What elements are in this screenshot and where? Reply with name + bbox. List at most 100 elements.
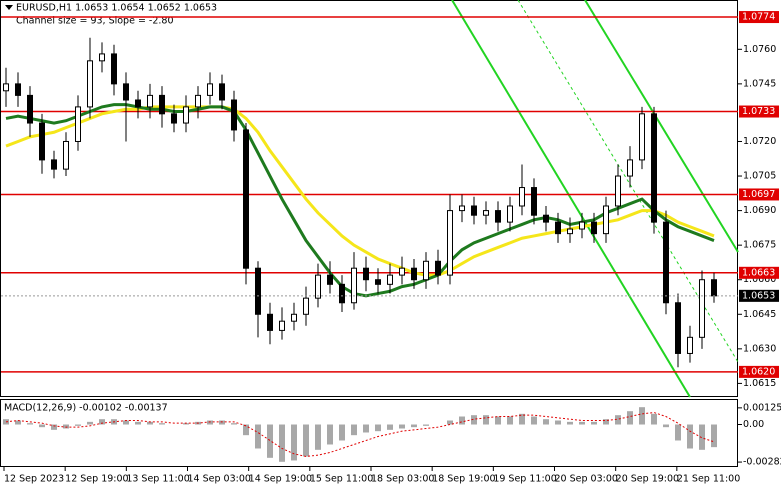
candle-body	[711, 279, 717, 297]
macd-bar	[207, 420, 213, 425]
y-tick-label: 1.0720	[743, 136, 776, 147]
candle-body	[603, 205, 609, 235]
macd-bar	[303, 424, 309, 457]
candle-body	[363, 267, 369, 281]
current-price-label: 1.0653	[742, 290, 775, 301]
candle-body	[459, 205, 465, 212]
level-label-box	[739, 105, 779, 118]
macd-bar	[51, 424, 57, 430]
macd-bar	[567, 421, 573, 425]
macd-bar	[519, 413, 525, 425]
candle-body	[327, 274, 333, 285]
y-tick-label: 1.0705	[743, 171, 776, 182]
macd-bar	[711, 424, 717, 448]
y-tick-label: 1.0760	[743, 44, 776, 55]
macd-bar	[123, 420, 129, 425]
x-tick-label: 21 Sep 11:00	[677, 474, 740, 485]
candle-body	[639, 113, 645, 161]
macd-bar	[339, 424, 345, 441]
candle-body	[51, 159, 57, 170]
macd-bar	[447, 420, 453, 425]
macd-bar	[459, 416, 465, 425]
macd-bar	[147, 421, 153, 425]
moving-average	[5, 103, 715, 298]
macd-bar	[363, 424, 369, 433]
macd-bar	[495, 416, 501, 425]
candle-body	[663, 221, 669, 304]
level-label-box	[739, 266, 779, 279]
chart-title: EURUSD,H1 1.0653 1.0654 1.0652 1.0653	[16, 3, 217, 14]
candle-body	[435, 260, 441, 276]
macd-bar	[699, 424, 705, 450]
x-tick-label: 14 Sep 19:00	[249, 474, 312, 485]
current-price-box	[739, 289, 779, 302]
candle-body	[675, 302, 681, 354]
macd-bar	[183, 423, 189, 425]
channel-line	[451, 0, 691, 398]
macd-bar	[411, 424, 417, 428]
macd-bar	[63, 424, 69, 429]
x-tick-label: 14 Sep 03:00	[188, 474, 251, 485]
candle-body	[243, 129, 249, 269]
x-tick-label: 12 Sep 2023	[4, 474, 64, 485]
macd-bar	[375, 424, 381, 432]
candle-body	[231, 99, 237, 131]
candle-body	[207, 83, 213, 96]
candle-body	[519, 187, 525, 207]
candle-body	[507, 205, 513, 223]
candle-body	[699, 279, 705, 338]
candle-body	[147, 94, 153, 108]
level-label: 1.0697	[742, 189, 775, 200]
candle-body	[303, 297, 309, 315]
candle-body	[411, 267, 417, 281]
level-label-box	[739, 11, 779, 24]
candle-body	[651, 113, 657, 223]
candle-body	[447, 210, 453, 276]
y-tick-label: 1.0660	[743, 274, 776, 285]
macd-bar	[471, 415, 477, 425]
macd-bar	[687, 424, 693, 449]
macd-bar	[219, 420, 225, 425]
candle-body	[315, 274, 321, 299]
macd-bar	[639, 407, 645, 425]
candle-body	[171, 113, 177, 124]
macd-signal	[5, 412, 715, 457]
level-label: 1.0663	[742, 267, 775, 278]
macd-bar	[255, 424, 261, 449]
candle-body	[99, 53, 105, 62]
candle-body	[423, 260, 429, 281]
macd-bar	[615, 415, 621, 425]
candle-body	[543, 214, 549, 223]
candle-body	[75, 106, 81, 142]
candle-body	[339, 283, 345, 304]
candle-body	[399, 267, 405, 276]
macd-bar	[675, 424, 681, 441]
macd-frame	[0, 399, 738, 467]
channel-line	[584, 0, 739, 253]
candle-body	[195, 94, 201, 108]
y-tick-label: 1.0675	[743, 240, 776, 251]
candle-body	[111, 53, 117, 85]
y-tick-label: 1.0745	[743, 78, 776, 89]
y-tick-label: 1.0690	[743, 205, 776, 216]
macd-bar	[279, 424, 285, 462]
macd-bar	[231, 423, 237, 425]
macd-bar	[159, 423, 165, 425]
macd-bar	[27, 423, 33, 425]
level-label: 1.0620	[742, 366, 775, 377]
level-label-box	[739, 365, 779, 378]
macd-bar	[507, 416, 513, 425]
macd-bar	[627, 411, 633, 425]
y-tick-label: 1.0630	[743, 343, 776, 354]
candle-body	[123, 83, 129, 101]
x-tick-label: 12 Sep 19:00	[65, 474, 128, 485]
candle-body	[375, 279, 381, 285]
candle-body	[135, 99, 141, 108]
candle-body	[483, 210, 489, 216]
macd-bar	[291, 424, 297, 461]
macd-bar	[135, 421, 141, 425]
macd-bar	[603, 419, 609, 425]
candle-body	[63, 140, 69, 170]
